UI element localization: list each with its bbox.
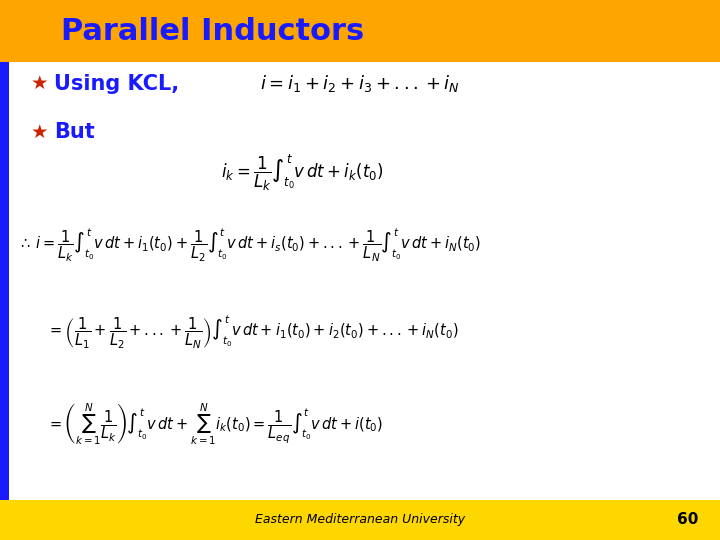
Text: Parallel Inductors: Parallel Inductors <box>61 17 364 45</box>
Text: Eastern Mediterranean University: Eastern Mediterranean University <box>255 513 465 526</box>
Text: $= \left(\sum_{k=1}^{N}\dfrac{1}{L_k}\right)\int_{t_0}^{t} v\,dt+ \sum_{k=1}^{N}: $= \left(\sum_{k=1}^{N}\dfrac{1}{L_k}\ri… <box>47 401 383 447</box>
Text: $= \left(\dfrac{1}{L_1} + \dfrac{1}{L_2} + ... + \dfrac{1}{L_N}\right)\int_{t_0}: $= \left(\dfrac{1}{L_1} + \dfrac{1}{L_2}… <box>47 313 459 351</box>
Bar <box>0 500 720 540</box>
Text: ★: ★ <box>31 74 48 93</box>
Text: 60: 60 <box>677 512 698 527</box>
Text: $\therefore\, i = \dfrac{1}{L_k}\int_{t_0}^{t} v\,dt + i_1(t_0)+ \dfrac{1}{L_2}\: $\therefore\, i = \dfrac{1}{L_k}\int_{t_… <box>18 227 481 265</box>
Text: $i_k = \dfrac{1}{L_k}\int_{t_0}^{t} v\,dt + i_k(t_0)$: $i_k = \dfrac{1}{L_k}\int_{t_0}^{t} v\,d… <box>221 152 384 193</box>
Text: $i = i_1 + i_2 + i_3 + ... + i_N$: $i = i_1 + i_2 + i_3 + ... + i_N$ <box>260 73 460 94</box>
Text: Using KCL,: Using KCL, <box>54 73 179 94</box>
Text: ★: ★ <box>31 123 48 142</box>
Bar <box>0 0 720 62</box>
Text: But: But <box>54 122 95 143</box>
Bar <box>0 62 9 500</box>
